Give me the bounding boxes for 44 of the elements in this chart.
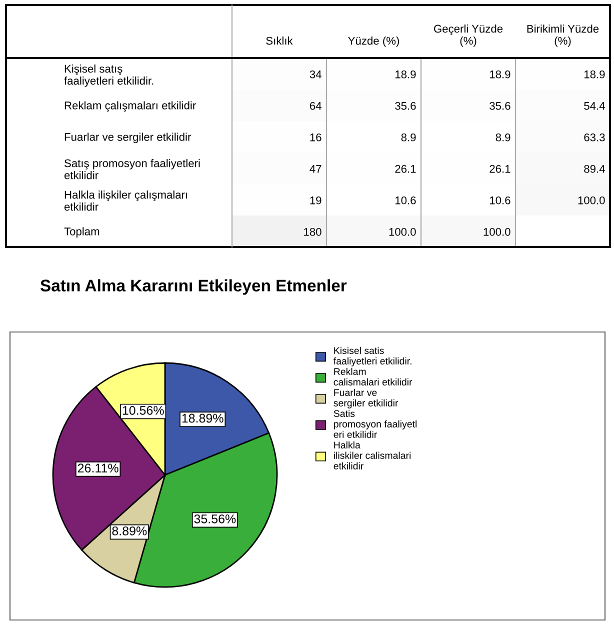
y-tick-label: Toplam	[64, 227, 100, 238]
chart-title: Satın Alma Kararını Etkileyen Etmenler	[40, 279, 347, 295]
x-tick-label: Birikimli Yüzde (%)	[527, 24, 599, 47]
data-label: 35.56%	[194, 514, 236, 524]
x-tick-label: Geçerli Yüzde (%)	[434, 24, 503, 47]
data-label: 100.0	[484, 228, 510, 236]
data-label: 47	[310, 165, 322, 173]
y-tick-label: Fuarlar ve sergiler etkilidir	[64, 132, 192, 144]
y-tick-label: Kişisel satış faaliyetleri etkilidir.	[64, 64, 154, 87]
data-label: 18.9	[490, 70, 510, 78]
y-tick-label: Halkla ilişkiler çalışmaları etkilidir	[64, 190, 188, 211]
x-tick-label: Yüzde (%)	[348, 36, 399, 47]
data-label: 64	[310, 102, 322, 110]
data-label: 10.56%	[122, 406, 164, 415]
data-label: 34	[310, 70, 322, 78]
data-label: 18.9	[396, 70, 416, 78]
data-label: 16	[310, 133, 322, 142]
data-label: 26.1	[490, 164, 510, 173]
data-label: 8.9	[401, 133, 416, 142]
legend-label: Fuarlar ve sergiler etkilidir	[334, 388, 398, 408]
data-label: 100.0	[578, 196, 605, 204]
data-label: 35.6	[490, 102, 510, 110]
legend-label: Reklam calismalari etkilidir	[334, 368, 412, 386]
data-label: 100.0	[389, 228, 416, 236]
data-label: 63.3	[584, 133, 605, 142]
data-label: 8.9	[496, 133, 510, 142]
data-label: 19	[310, 196, 322, 204]
legend-label: Satis promosyon faaliyetl eri etkilidir	[334, 410, 416, 438]
data-label: 10.6	[490, 196, 510, 204]
data-label: 18.89%	[182, 414, 224, 423]
data-label: 8.89%	[112, 526, 147, 536]
legend-label: Halkla iliskiler calismalari etkilidir	[334, 441, 411, 470]
data-label: 26.11%	[78, 464, 118, 473]
data-label: 180	[304, 228, 322, 236]
data-label: 54.4	[584, 102, 605, 110]
data-label: 18.9	[584, 70, 605, 78]
data-label: 89.4	[584, 164, 605, 173]
y-tick-label: Reklam çalışmaları etkilidir	[64, 101, 196, 112]
data-label: 35.6	[395, 102, 416, 110]
data-label: 26.1	[395, 164, 416, 173]
x-tick-label: Sıklık	[266, 36, 293, 45]
legend-label: Kisisel satis faaliyetleri etkilidir.	[334, 346, 412, 366]
data-label: 10.6	[396, 196, 416, 204]
y-tick-label: Satış promosyon faaliyetleri etkilidir	[64, 159, 200, 180]
